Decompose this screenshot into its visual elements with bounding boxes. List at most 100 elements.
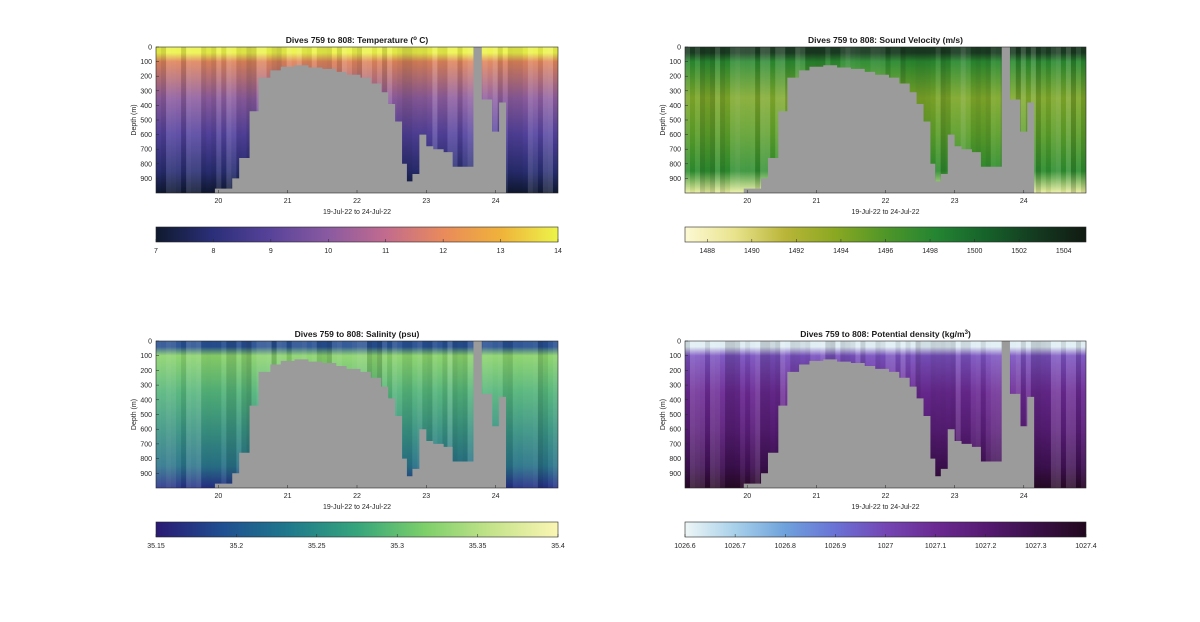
dive-profile-stripe [201,341,207,488]
dive-profile-stripe [206,47,212,193]
colorbar-tick-label: 35.4 [551,543,565,550]
y-tick-label: 400 [140,397,152,404]
dive-profile-stripe [492,341,498,488]
y-tick-label: 600 [140,132,152,139]
dive-profile-stripe [1040,341,1046,488]
dive-profile-stripe [457,47,463,193]
y-tick-label: 900 [140,471,152,478]
colorbar-tick-label: 10 [324,248,332,255]
colorbar-tick-label: 1027.2 [975,543,997,550]
x-tick-label: 22 [882,198,890,205]
y-tick-label: 200 [669,74,681,81]
dive-profile-stripe [206,341,212,488]
colorbar-tick-label: 8 [211,248,215,255]
x-tick-label: 21 [812,198,820,205]
colorbar [155,521,559,538]
dive-profile-stripe [552,341,558,488]
dive-profile-stripe [457,341,463,488]
dive-profile-stripe [710,47,716,193]
dive-profile-stripe [715,47,721,193]
dive-profile-stripe [196,341,202,488]
colorbar-tick-label: 1488 [699,248,715,255]
dive-profile-stripe [990,341,996,488]
dive-profile-stripe [715,341,721,488]
dive-profile-stripe [1080,341,1086,488]
dive-profile-stripe [467,341,473,488]
y-tick-label: 300 [140,383,152,390]
y-tick-label: 100 [669,59,681,66]
y-axis-label: Depth (m) [660,399,667,430]
dive-profile-stripe [171,47,177,193]
y-tick-label: 200 [140,74,152,81]
dive-profile-stripe [467,47,473,193]
dive-profile-stripe [980,341,986,488]
dive-profile-stripe [241,341,247,488]
y-tick-label: 700 [669,147,681,154]
dive-profile-stripe [965,341,971,488]
dive-profile-stripe [527,47,533,193]
dive-profile-stripe [216,47,222,193]
dive-profile-stripe [407,341,413,488]
dive-profile-stripe [970,47,976,193]
dive-profile-stripe [765,341,771,488]
colorbar-tick-label: 1494 [833,248,849,255]
dive-profile-stripe [700,341,706,488]
dive-profile-stripe [955,47,961,193]
dive-profile-stripe [452,341,458,488]
dive-profile-stripe [975,47,981,193]
colorbar-tick-label: 1490 [744,248,760,255]
dive-profile-stripe [236,341,242,488]
dive-profile-stripe [412,341,418,488]
dive-profile-stripe [940,341,946,488]
dive-profile-stripe [945,341,951,488]
y-tick-label: 0 [677,339,681,346]
dive-profile-stripe [166,47,172,193]
dive-profile-stripe [1065,341,1071,488]
y-tick-label: 400 [140,103,152,110]
x-tick-label: 23 [951,198,959,205]
dive-profile-stripe [171,341,177,488]
dive-profile-stripe [1055,341,1061,488]
dive-profile-stripe [176,341,182,488]
x-tick-label: 24 [492,198,500,205]
dive-profile-stripe [690,47,696,193]
chart-panel-4: Dives 759 to 808: Potential density (kg/… [660,329,1097,550]
x-tick-label: 20 [743,493,751,500]
dive-profile-stripe [930,47,936,193]
dive-profile-stripe [985,47,991,193]
dive-profile-stripe [176,47,182,193]
dive-profile-stripe [940,47,946,193]
colorbar-tick-label: 35.25 [308,543,326,550]
dive-profile-stripe [547,341,553,488]
x-tick-label: 23 [422,198,430,205]
dive-profile-stripe [517,47,523,193]
dive-profile-stripe [241,47,247,193]
dive-profile-stripe [166,341,172,488]
dive-profile-stripe [201,47,207,193]
x-tick-label: 23 [422,493,430,500]
dive-profile-stripe [935,341,941,488]
dive-profile-stripe [186,341,192,488]
dive-profile-stripe [181,341,187,488]
dive-profile-stripe [492,47,498,193]
chart-panel-2: Dives 759 to 808: Sound Velocity (m/s) 0 1… [660,35,1087,255]
colorbar-tick-label: 11 [382,248,389,255]
dive-profile-stripe [970,341,976,488]
dive-profile-stripe [955,341,961,488]
dive-profile-stripe [226,47,232,193]
dive-profile-stripe [750,47,756,193]
dive-profile-stripe [960,341,966,488]
y-tick-label: 0 [677,45,681,52]
y-tick-label: 600 [140,427,152,434]
dive-profile-stripe [740,47,746,193]
y-tick-label: 100 [140,59,152,66]
dive-profile-stripe [442,341,448,488]
colorbar-tick-label: 1027.3 [1025,543,1047,550]
y-tick-label: 300 [140,88,152,95]
dive-profile-stripe [770,47,776,193]
dive-profile-stripe [221,47,227,193]
dive-profile-stripe [770,341,776,488]
dive-profile-stripe [196,47,202,193]
dive-profile-stripe [542,341,548,488]
